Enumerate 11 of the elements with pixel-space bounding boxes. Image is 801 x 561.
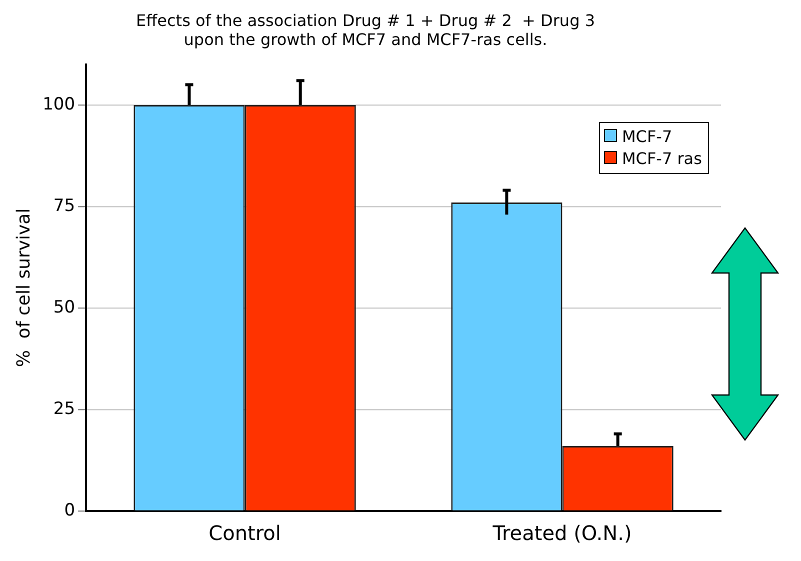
y-tick-label: 100 xyxy=(42,94,76,114)
y-tick-label: 25 xyxy=(53,398,76,419)
chart-title: Effects of the association Drug # 1 + Drug # 2 + Drug 3 upon the growth of MCF7 and MCF7-ras cells. xyxy=(136,10,595,49)
y-tick-label: 75 xyxy=(53,196,76,216)
x-tick-label: Control xyxy=(208,521,281,546)
legend-label: MCF-7 xyxy=(622,127,672,146)
y-axis-title: % of cell survival xyxy=(13,208,34,368)
legend-label: MCF-7 ras xyxy=(622,149,702,168)
y-tick-label: 50 xyxy=(53,297,76,318)
y-tick-label: 0 xyxy=(64,500,76,520)
x-tick-label: Treated (O.N.) xyxy=(492,521,632,546)
